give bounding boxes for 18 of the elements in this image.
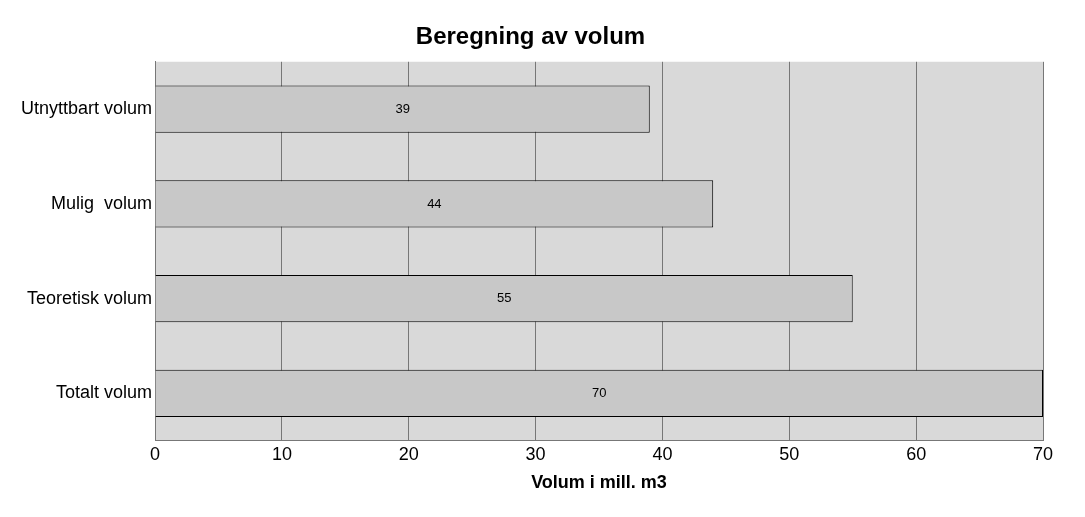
chart-title: Beregning av volum (415, 22, 646, 50)
x-tick-label: 50 (779, 443, 800, 464)
x-tick-label: 70 (1032, 443, 1054, 464)
x-tick-label: 10 (271, 443, 292, 464)
y-tick-label: Mulig volum (51, 192, 153, 213)
y-tick-label: Teoretisk volum (27, 287, 153, 308)
x-tick-label: 30 (525, 443, 546, 464)
data-label: 55 (496, 290, 512, 306)
x-tick-label: 0 (150, 443, 161, 464)
y-tick-label: Totalt volum (56, 382, 153, 403)
x-tick-label: 20 (398, 443, 419, 464)
data-label: 44 (427, 195, 442, 211)
x-tick-label: 60 (906, 443, 927, 464)
data-label: 70 (592, 385, 607, 400)
y-tick-label: Utnyttbart volum (21, 98, 153, 119)
x-axis-title: Volum i mill. m3 (531, 472, 667, 493)
data-label: 39 (395, 100, 410, 116)
x-tick-label: 40 (652, 443, 673, 464)
